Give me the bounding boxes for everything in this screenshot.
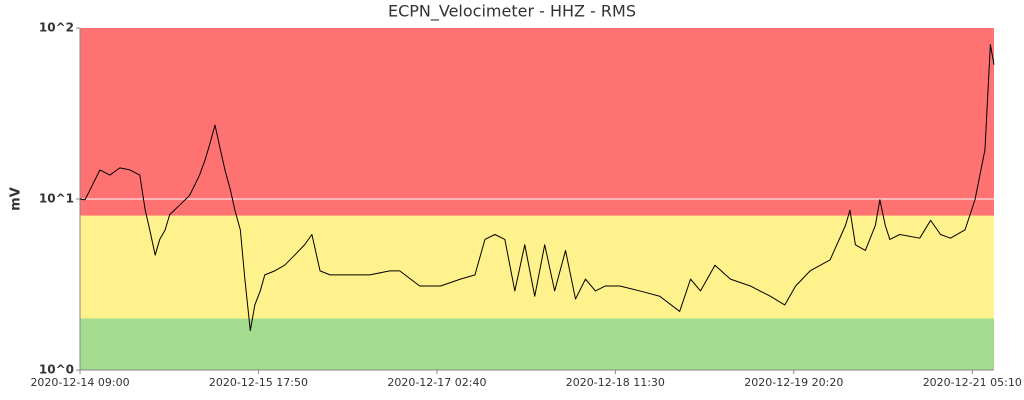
data-line	[79, 44, 995, 332]
x-tick-label: 2020-12-17 02:40	[387, 376, 486, 389]
y-axis-label: mV	[9, 187, 24, 211]
x-tick-label: 2020-12-19 20:20	[744, 376, 843, 389]
threshold-band	[80, 318, 994, 370]
y-tick-label: 10^0	[39, 363, 74, 377]
y-tick-label: 10^1	[39, 192, 74, 206]
x-tick-label: 2020-12-14 09:00	[30, 376, 129, 389]
x-tick-label: 2020-12-15 17:50	[209, 376, 308, 389]
x-tick-label: 2020-12-21 05:10	[923, 376, 1022, 389]
chart-title: ECPN_Velocimeter - HHZ - RMS	[388, 2, 636, 22]
threshold-band	[80, 215, 994, 319]
y-tick-label: 10^2	[39, 21, 74, 35]
x-tick-label: 2020-12-18 11:30	[566, 376, 665, 389]
threshold-band	[80, 28, 994, 216]
